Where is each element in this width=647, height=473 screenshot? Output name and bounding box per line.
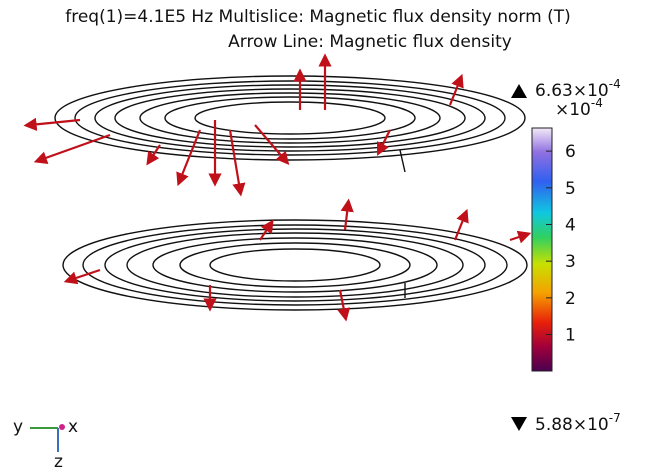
min-label: 5.88×10-7 [535,411,621,435]
multiplier-label: ×10-4 [555,96,603,120]
colorbar-tick-label: 2 [565,289,576,309]
plot: freq(1)=4.1E5 Hz Multislice: Magnetic fl… [0,0,647,469]
axes-triad: y x z [13,417,78,469]
title-line2: Arrow Line: Magnetic flux density [228,32,512,52]
colorbar-tick-label: 3 [565,252,576,272]
colorbar: 6.63×10-4 ×10-4 5.88×10-7 1 2 3 4 5 6 [511,77,621,435]
colorbar-tick-label: 5 [565,179,576,199]
axis-y-label: y [13,417,23,437]
max-marker [511,84,527,98]
max-label: 6.63×10-4 [535,77,621,101]
colorbar-tick-label: 1 [565,326,576,346]
axis-z-label: z [54,452,63,469]
title-line1: freq(1)=4.1E5 Hz Multislice: Magnetic fl… [65,7,570,27]
colorbar-tick-label: 4 [565,215,576,235]
min-marker [511,417,527,431]
colorbar-tick-label: 6 [565,142,576,162]
upper-coil [55,76,525,172]
axis-x-label: x [68,417,78,437]
